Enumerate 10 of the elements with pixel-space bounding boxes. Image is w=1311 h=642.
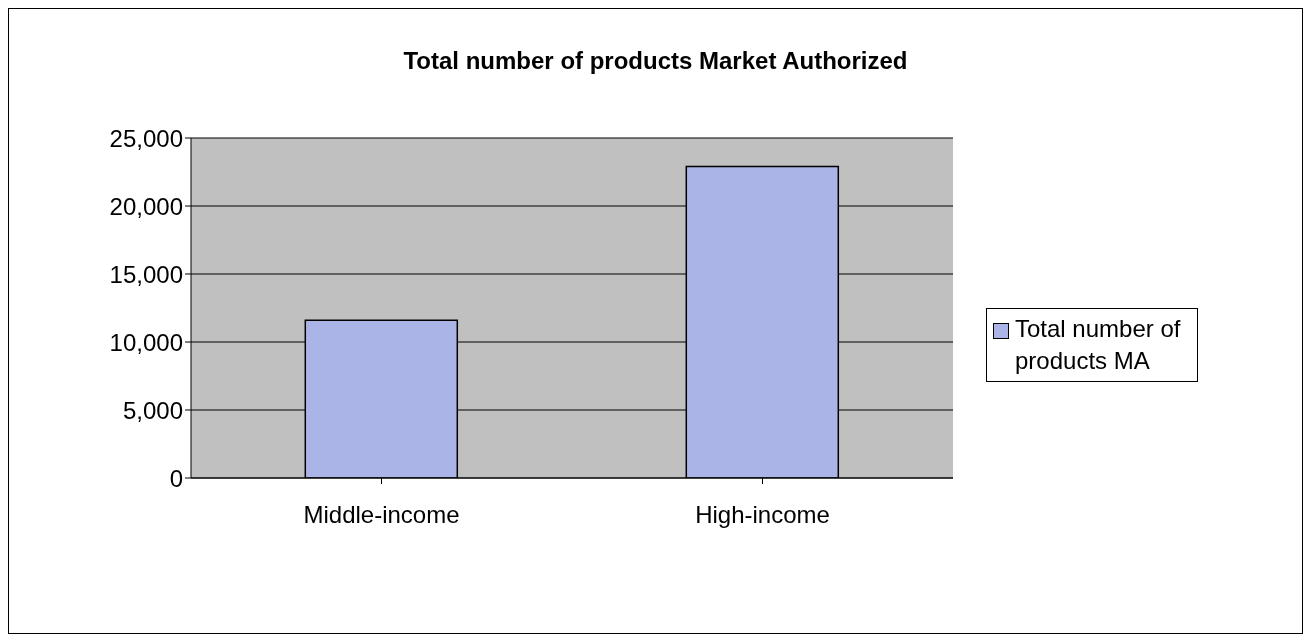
chart-title: Total number of products Market Authorized: [402, 47, 909, 75]
y-tick-label: 15,000: [109, 260, 183, 288]
legend-label: Total number of products MA: [1015, 314, 1182, 376]
y-tick-label: 10,000: [109, 328, 183, 356]
y-tick-label: 0: [169, 464, 183, 492]
y-tick-label: 5,000: [122, 396, 183, 424]
y-tick-label: 20,000: [109, 192, 183, 220]
x-tick-label: Middle-income: [303, 501, 460, 529]
x-tick-label: High-income: [695, 501, 830, 529]
y-tick-label: 25,000: [109, 124, 183, 152]
